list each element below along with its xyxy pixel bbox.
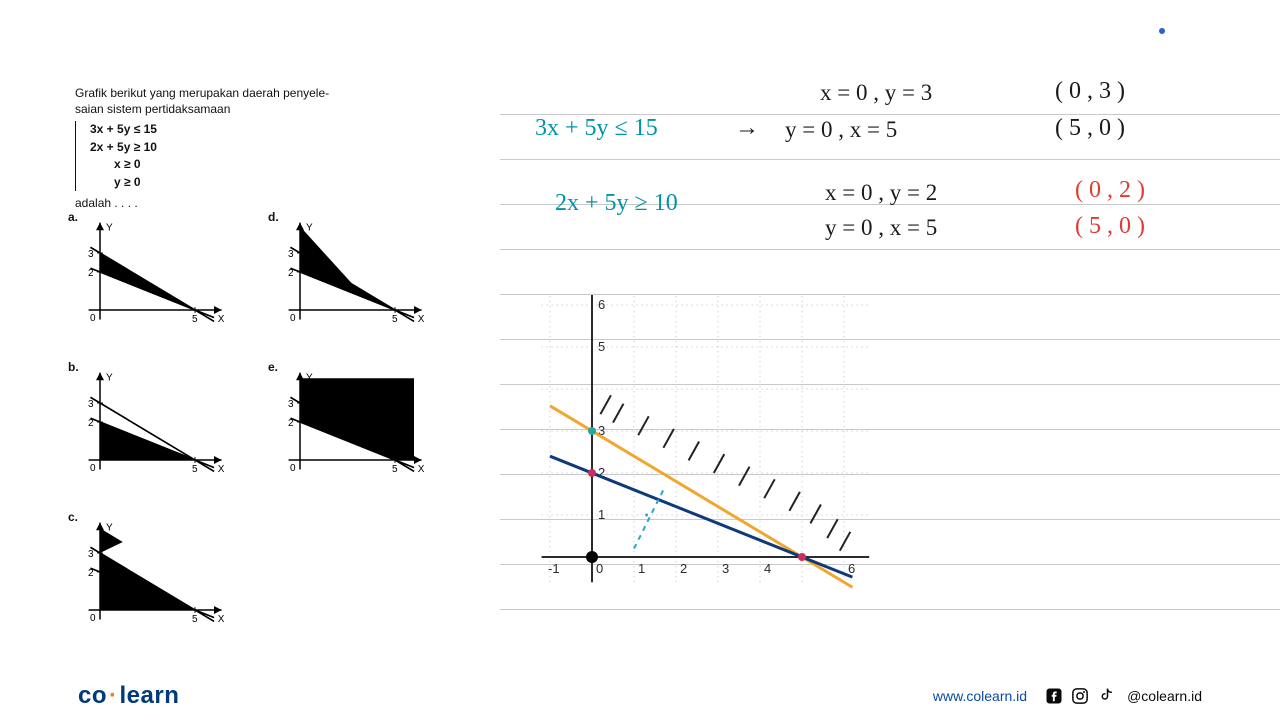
problem-statement: Grafik berikut yang merupakan daerah pen…: [75, 85, 455, 211]
logo-co: co: [78, 682, 107, 709]
footer: co·learn www.colearn.id @colearn.id: [0, 672, 1280, 720]
svg-text:X: X: [218, 314, 225, 325]
svg-text:0: 0: [290, 313, 296, 324]
hw-l2a-pt: ( 0 , 2 ): [1075, 177, 1145, 204]
svg-text:Y: Y: [306, 222, 313, 233]
ineq-4: y ≥ 0: [90, 174, 455, 191]
colearn-logo: co·learn: [78, 682, 179, 710]
hw-l2a: x = 0 , y = 2: [825, 180, 937, 206]
handwritten-work: 3x + 5y ≤ 15 → x = 0 , y = 3 ( 0 , 3 ) y…: [535, 85, 1255, 275]
svg-text:5: 5: [192, 614, 198, 625]
svg-text:X: X: [218, 464, 225, 475]
instagram-icon[interactable]: [1071, 687, 1089, 705]
svg-text:X: X: [418, 314, 425, 325]
ineq-1: 3x + 5y ≤ 15: [90, 121, 455, 138]
stray-dot: [1159, 28, 1165, 34]
svg-text:4: 4: [764, 561, 771, 576]
svg-text:0: 0: [90, 613, 96, 624]
svg-text:X: X: [418, 464, 425, 475]
facebook-icon[interactable]: [1045, 687, 1063, 705]
svg-text:0: 0: [90, 313, 96, 324]
svg-text:X: X: [218, 614, 225, 625]
svg-text:Y: Y: [106, 522, 113, 533]
tiktok-icon[interactable]: [1097, 687, 1115, 705]
svg-text:0: 0: [290, 463, 296, 474]
hw-arrow: →: [735, 115, 759, 142]
mini-plot-svg: XY0325: [68, 210, 238, 336]
svg-text:5: 5: [192, 314, 198, 325]
svg-text:Y: Y: [106, 222, 113, 233]
svg-text:3: 3: [88, 249, 94, 260]
footer-url[interactable]: www.colearn.id: [933, 688, 1027, 704]
svg-text:3: 3: [88, 549, 94, 560]
main-graph-svg: -101234612356: [530, 295, 870, 595]
svg-text:1: 1: [638, 561, 645, 576]
ineq-3: x ≥ 0: [90, 156, 455, 173]
logo-learn: learn: [120, 682, 180, 709]
svg-text:5: 5: [192, 464, 198, 475]
svg-text:6: 6: [598, 297, 605, 312]
svg-text:5: 5: [392, 464, 398, 475]
choice-c: c.XY0325: [68, 510, 248, 646]
svg-text:-1: -1: [548, 561, 560, 576]
svg-text:3: 3: [288, 399, 294, 410]
hw-l1b: y = 0 , x = 5: [785, 117, 897, 143]
choice-label: a.: [68, 210, 78, 224]
choice-label: b.: [68, 360, 79, 374]
choice-label: d.: [268, 210, 279, 224]
svg-text:Y: Y: [106, 372, 113, 383]
svg-text:3: 3: [722, 561, 729, 576]
choice-label: e.: [268, 360, 278, 374]
choice-d: d.XY0325: [268, 210, 448, 346]
main-graph: -101234612356: [530, 295, 870, 595]
answer-choice-plots: a.XY0325d.XY0325b.XY0325e.XY0325c.XY0325: [68, 210, 478, 640]
mini-plot-svg: XY0325: [268, 360, 438, 486]
svg-text:2: 2: [680, 561, 687, 576]
ineq-2: 2x + 5y ≥ 10: [90, 139, 455, 156]
hw-eq1: 3x + 5y ≤ 15: [535, 115, 658, 142]
problem-title: Grafik berikut yang merupakan daerah pen…: [75, 85, 455, 117]
svg-text:3: 3: [288, 249, 294, 260]
choice-b: b.XY0325: [68, 360, 248, 496]
hw-l1a: x = 0 , y = 3: [820, 80, 932, 106]
hw-l1b-pt: ( 5 , 0 ): [1055, 115, 1125, 142]
svg-text:1: 1: [598, 507, 605, 522]
svg-text:0: 0: [596, 561, 603, 576]
svg-text:5: 5: [392, 314, 398, 325]
mini-plot-svg: XY0325: [68, 510, 238, 636]
footer-handle[interactable]: @colearn.id: [1127, 688, 1202, 704]
logo-dot: ·: [107, 682, 120, 709]
footer-right: www.colearn.id @colearn.id: [933, 687, 1202, 705]
mini-plot-svg: XY0325: [268, 210, 438, 336]
system-of-inequalities: 3x + 5y ≤ 15 2x + 5y ≥ 10 x ≥ 0 y ≥ 0: [75, 121, 455, 191]
hw-l1a-pt: ( 0 , 3 ): [1055, 78, 1125, 105]
choice-a: a.XY0325: [68, 210, 248, 346]
hw-eq2: 2x + 5y ≥ 10: [555, 190, 678, 217]
hw-l2b-pt: ( 5 , 0 ): [1075, 213, 1145, 240]
footer-socials: @colearn.id: [1045, 687, 1202, 705]
svg-text:6: 6: [848, 561, 855, 576]
svg-text:3: 3: [88, 399, 94, 410]
mini-plot-svg: XY0325: [68, 360, 238, 486]
svg-text:5: 5: [598, 339, 605, 354]
choice-label: c.: [68, 510, 78, 524]
choice-e: e.XY0325: [268, 360, 448, 496]
svg-text:0: 0: [90, 463, 96, 474]
hw-l2b: y = 0 , x = 5: [825, 215, 937, 241]
adalah-text: adalah . . . .: [75, 195, 455, 211]
